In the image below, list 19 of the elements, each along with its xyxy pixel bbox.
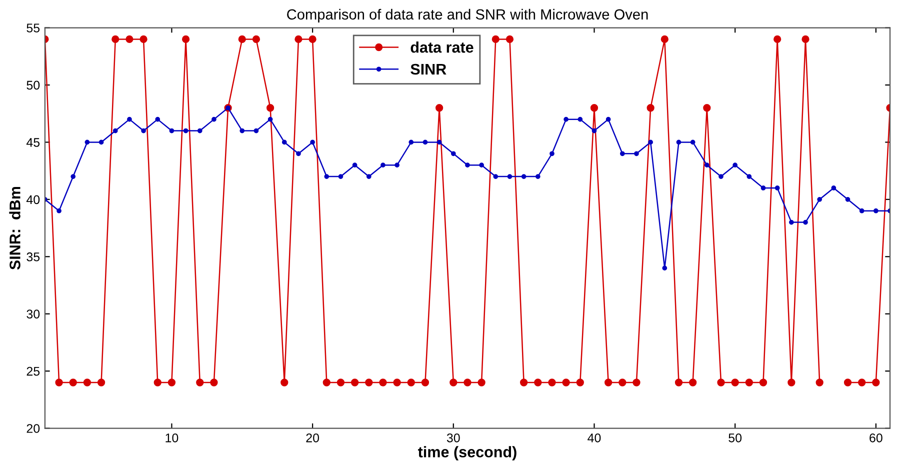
x-tick-label: 40 [588, 433, 601, 442]
y-tick-label: 20 [26, 424, 40, 433]
legend-label: data rate [410, 42, 474, 53]
legend-label: SINR [410, 64, 446, 75]
y-tick-label: 35 [26, 252, 40, 262]
chart-title: Comparison of data rate and SNR with Microwave Oven [287, 8, 648, 22]
y-axis-title: SINR: dBm [9, 186, 20, 270]
x-tick-label: 50 [728, 433, 742, 442]
y-tick-label: 30 [26, 310, 40, 318]
x-tick-label: 10 [166, 433, 178, 442]
y-tick-label: 50 [26, 80, 40, 90]
y-tick-label: 25 [26, 366, 40, 376]
y-tick-label: 45 [26, 138, 40, 147]
x-tick-label: 60 [870, 433, 882, 442]
x-axis-title: time (second) [418, 446, 516, 460]
x-tick-label: 30 [446, 433, 460, 442]
x-tick-label: 20 [306, 433, 320, 442]
y-tick-label: 55 [26, 24, 40, 32]
y-tick-label: 40 [26, 195, 40, 204]
